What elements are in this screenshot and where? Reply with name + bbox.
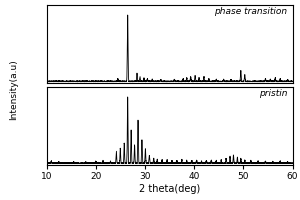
X-axis label: 2 theta(deg): 2 theta(deg) xyxy=(139,184,200,194)
Text: pristin: pristin xyxy=(259,89,288,98)
Text: Intensity(a.u): Intensity(a.u) xyxy=(9,60,18,120)
Text: phase transition: phase transition xyxy=(214,7,288,16)
